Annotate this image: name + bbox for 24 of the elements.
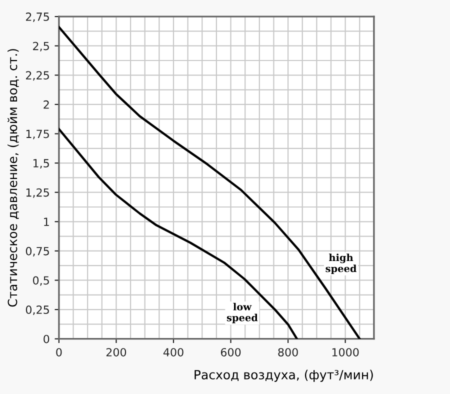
y-axis-title: Статическое давление, (дюйм вод. ст.) [8, 49, 19, 307]
x-tick-label: 0 [56, 348, 62, 356]
x-tick-label: 800 [278, 348, 298, 356]
y-tick-label: 2,25 [26, 71, 49, 81]
x-tick-label: 1000 [332, 348, 359, 356]
y-tick-label: 0 [44, 334, 50, 344]
line-series [58, 128, 298, 339]
y-tick-label: 0,75 [26, 246, 49, 256]
x-tick-label: 400 [163, 348, 184, 356]
y-tick-label: 1,5 [33, 159, 49, 169]
x-tick-label: 600 [220, 348, 241, 356]
y-tick-label: 1 [44, 218, 49, 226]
y-tick-label: 0,5 [32, 276, 49, 286]
y-tick-label: 0,25 [26, 306, 49, 316]
x-axis-title: Расход воздуха, (фут³/мин) [194, 370, 373, 382]
y-tick-label: 2 [44, 100, 49, 109]
line-series [58, 26, 361, 339]
y-tick-label: 1,75 [26, 130, 49, 140]
x-tick-label: 200 [106, 348, 126, 356]
annotation: low speed [226, 302, 258, 324]
y-tick-label: 2,5 [33, 42, 49, 52]
y-tick-label: 1,25 [26, 188, 49, 198]
annotation: high speed [326, 254, 357, 274]
y-tick-label: 2,75 [26, 12, 49, 22]
